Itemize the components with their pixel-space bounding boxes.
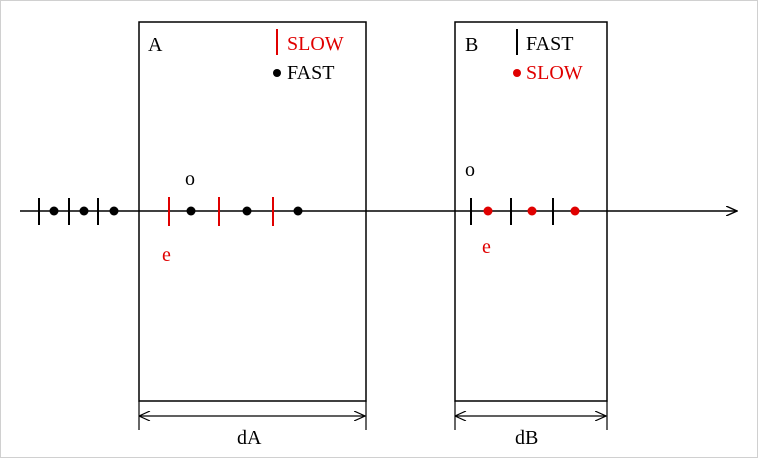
box-b-marks xyxy=(470,198,580,225)
box-a-fast-dot xyxy=(242,206,252,216)
box-a-legend-slow-label: SLOW xyxy=(287,33,344,55)
box-a-o-label: o xyxy=(185,168,195,190)
box-b-legend-slow-dot xyxy=(513,69,521,77)
outside-dot xyxy=(109,206,119,216)
box-b-legend-fast-label: FAST xyxy=(526,33,573,55)
outside-dot xyxy=(79,206,89,216)
box-a-fast-dot xyxy=(293,206,303,216)
box-a-label: A xyxy=(148,34,163,56)
box-a-fast-dot xyxy=(186,206,196,216)
box-b-slow-dot xyxy=(483,206,493,216)
box-b-label: B xyxy=(465,34,478,56)
box-a-legend-fast-label: FAST xyxy=(287,62,334,84)
outside-marks xyxy=(38,198,119,225)
box-b-legend-slow-label: SLOW xyxy=(526,62,583,84)
box-a-marks xyxy=(168,197,303,226)
box-b-slow-dot xyxy=(527,206,537,216)
dim-b-label: dB xyxy=(515,427,538,449)
dim-a-label: dA xyxy=(237,427,262,449)
box-b-slow-dot xyxy=(570,206,580,216)
outside-dot xyxy=(49,206,59,216)
box-b-e-label: e xyxy=(482,236,491,258)
box-a-e-label: e xyxy=(162,244,171,266)
box-a-legend-fast-dot xyxy=(273,69,281,77)
box-b-o-label: o xyxy=(465,159,475,181)
